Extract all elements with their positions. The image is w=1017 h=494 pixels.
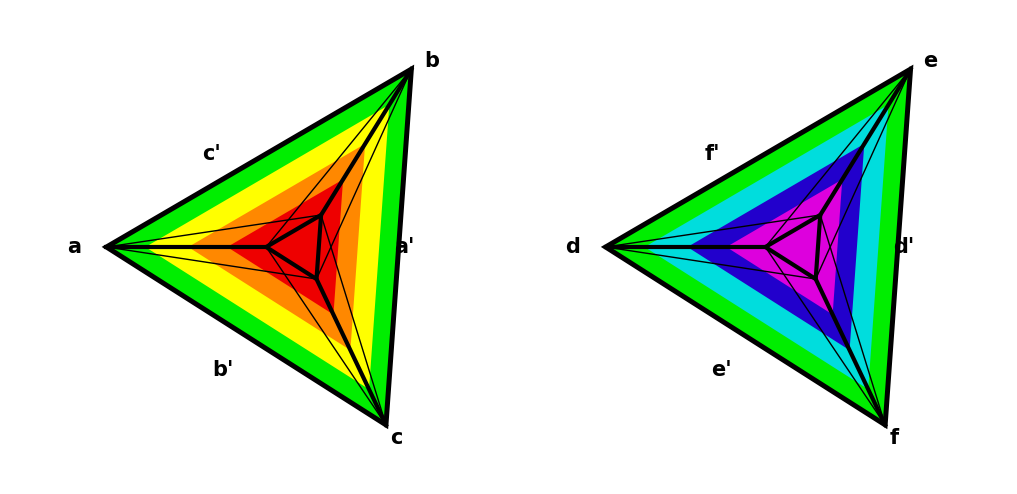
Polygon shape bbox=[606, 69, 910, 425]
Text: a: a bbox=[67, 237, 81, 257]
Polygon shape bbox=[107, 69, 411, 425]
Polygon shape bbox=[687, 144, 864, 350]
Text: c: c bbox=[391, 428, 403, 448]
Text: e: e bbox=[923, 51, 938, 71]
Text: a': a' bbox=[395, 237, 415, 257]
Polygon shape bbox=[266, 215, 321, 279]
Text: b': b' bbox=[213, 360, 234, 380]
Text: c': c' bbox=[202, 144, 221, 164]
Polygon shape bbox=[726, 179, 842, 315]
Polygon shape bbox=[188, 144, 365, 350]
Text: f': f' bbox=[705, 144, 720, 164]
Text: b: b bbox=[424, 51, 439, 71]
Text: f: f bbox=[890, 428, 898, 448]
Text: d': d' bbox=[894, 237, 915, 257]
Polygon shape bbox=[227, 179, 343, 315]
Polygon shape bbox=[645, 105, 889, 389]
Polygon shape bbox=[145, 105, 390, 389]
Text: d: d bbox=[565, 237, 581, 257]
Text: e': e' bbox=[712, 360, 732, 380]
Polygon shape bbox=[766, 215, 821, 279]
